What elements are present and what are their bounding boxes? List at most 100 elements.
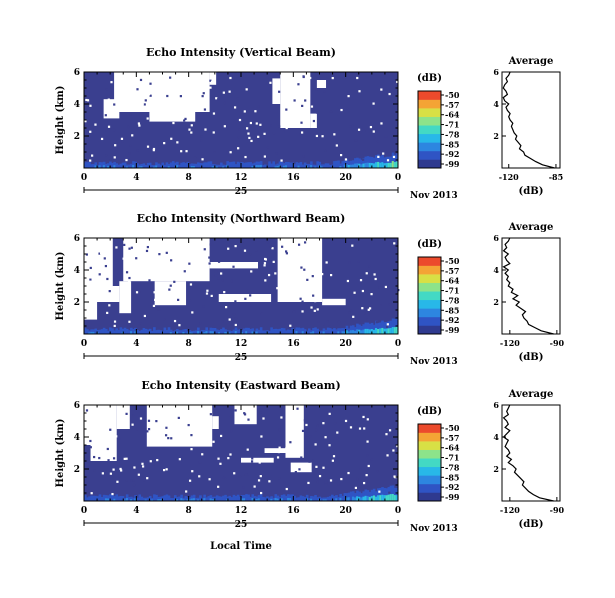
echo-speckle (201, 152, 204, 156)
echo-speckle (367, 308, 370, 311)
echo-speckle (105, 154, 108, 157)
echo-speckle (105, 129, 108, 132)
echo-speckle (219, 462, 222, 465)
surface-cell (335, 164, 338, 168)
surface-cell (341, 331, 345, 334)
surface-cell (146, 499, 150, 501)
echo-speckle (137, 290, 141, 294)
surface-cell (312, 327, 315, 334)
echo-speckle (104, 264, 108, 268)
surface-cell (190, 495, 194, 501)
surface-cell (381, 162, 384, 168)
surface-cell (293, 495, 296, 501)
echo-speckle (107, 98, 110, 101)
echo-speckle (234, 323, 237, 327)
echo-speckle (153, 152, 157, 155)
echo-speckle (170, 259, 173, 262)
surface-cell (150, 498, 154, 501)
surface-cell (197, 331, 200, 334)
echo-speckle (260, 491, 263, 495)
surface-cell (339, 493, 342, 501)
colorbar-tick-label: -71 (445, 453, 459, 463)
echo-speckle (118, 475, 121, 478)
echo-speckle (234, 244, 237, 248)
surface-cell (337, 160, 340, 168)
echo-speckle (263, 132, 266, 135)
surface-cell (98, 329, 102, 334)
surface-cell (107, 332, 110, 334)
echo-speckle (113, 324, 116, 328)
surface-cell (119, 330, 123, 334)
surface-cell (86, 497, 89, 501)
surface-cell (358, 324, 361, 334)
surface-cell (150, 165, 154, 168)
colorbar-swatch (418, 274, 441, 283)
surface-cell (234, 331, 238, 334)
surface-cell (305, 163, 309, 168)
surface-cell (207, 330, 211, 334)
echo-speckle (393, 242, 396, 245)
surface-cell (247, 165, 250, 168)
surface-cell (245, 327, 248, 334)
echo-speckle (318, 474, 322, 478)
surface-cell (295, 497, 299, 501)
surface-cell (270, 496, 273, 501)
surface-cell (176, 165, 179, 168)
x-tick-label: 0 (395, 506, 401, 516)
surface-cell (362, 329, 366, 334)
surface-cell (182, 331, 185, 334)
surface-cell (289, 498, 292, 501)
echo-speckle (233, 106, 237, 109)
surface-cell (347, 164, 351, 168)
surface-cell (379, 328, 382, 334)
surface-cell (207, 498, 211, 501)
surface-cell (102, 494, 106, 501)
echo-speckle (214, 274, 217, 277)
echo-speckle (129, 144, 132, 147)
echo-speckle (372, 102, 375, 105)
surface-cell (310, 498, 313, 501)
surface-cell (368, 162, 372, 168)
echo-speckle (232, 265, 235, 268)
surface-cell (345, 497, 349, 501)
echo-speckle (307, 244, 310, 248)
echo-speckle (285, 447, 288, 450)
colorbar-tick-label: -99 (445, 159, 460, 169)
echo-speckle (372, 130, 375, 133)
surface-cell (180, 498, 183, 501)
echo-speckle (253, 485, 256, 488)
surface-cell (113, 165, 116, 168)
surface-cell (194, 332, 198, 334)
echo-speckle (267, 273, 271, 277)
surface-cell (354, 158, 357, 168)
surface-cell (194, 497, 198, 501)
surface-cell (249, 328, 252, 334)
surface-cell (360, 493, 363, 501)
echo-speckle (177, 298, 180, 301)
surface-cell (192, 498, 196, 501)
surface-cell (148, 162, 152, 168)
no-echo-region (290, 462, 312, 473)
surface-cell (368, 496, 372, 501)
surface-cell (144, 497, 148, 501)
surface-cell (322, 166, 326, 168)
surface-cell (230, 332, 234, 334)
echo-speckle (326, 277, 330, 280)
echo-speckle (246, 473, 249, 476)
surface-cell (132, 328, 135, 334)
surface-cell (217, 330, 221, 334)
surface-cell (341, 161, 345, 168)
surface-cell (282, 328, 286, 334)
echo-speckle (115, 150, 118, 154)
surface-cell (197, 499, 200, 501)
surface-cell (379, 495, 382, 501)
echo-speckle (345, 490, 348, 493)
echo-speckle (226, 151, 229, 154)
surface-cell (379, 156, 382, 168)
y-tick-label: 2 (74, 465, 80, 475)
surface-cell (345, 164, 349, 168)
surface-cell (393, 162, 397, 168)
echo-speckle (288, 268, 291, 271)
colorbar-tick-label: -85 (445, 139, 459, 149)
surface-cell (358, 158, 361, 168)
